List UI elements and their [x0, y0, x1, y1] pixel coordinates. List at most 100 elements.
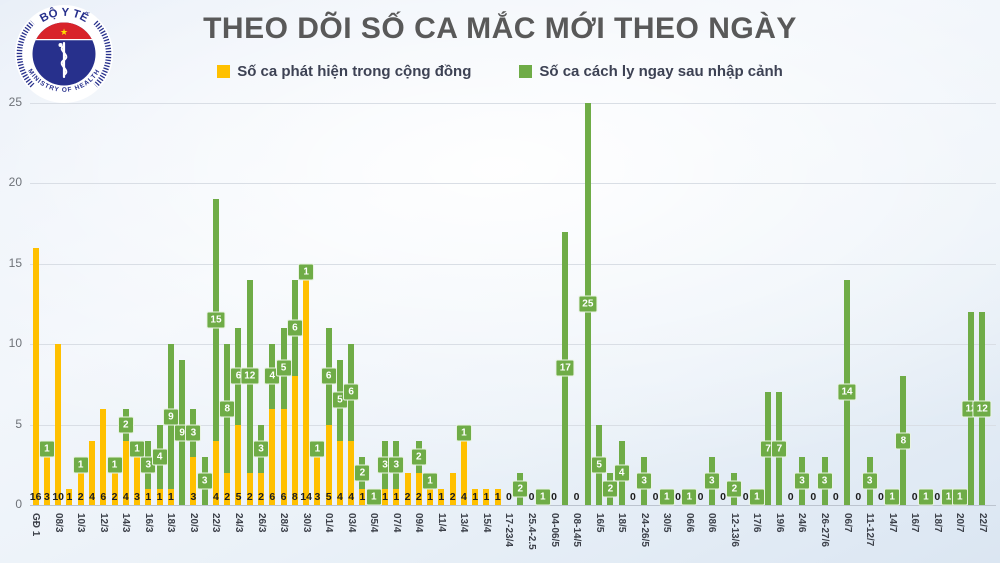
x-tick-label: 17-23/4 — [503, 513, 515, 547]
bar-value-community: 2 — [77, 491, 84, 503]
bar-value-imported: 1 — [106, 456, 123, 474]
bar-value-imported: 3 — [816, 472, 833, 490]
bar-value-imported: 3 — [196, 472, 213, 490]
x-tick-label: 05/4 — [368, 513, 380, 533]
bar-value-community: 0 — [787, 491, 794, 503]
x-tick-label: 04-06/5 — [548, 513, 560, 547]
bar-value-imported: 12 — [972, 400, 992, 418]
logo-snake-head — [58, 43, 63, 47]
bar-segment-community — [303, 279, 310, 505]
bar-segment-community — [111, 472, 118, 505]
bar-segment-community — [427, 488, 434, 505]
gridline — [30, 183, 996, 185]
x-tick-label: 18/3 — [165, 513, 177, 533]
bar-value-community: 0 — [911, 491, 918, 503]
bar-value-imported: 2 — [354, 464, 371, 482]
legend-item-imported: Số ca cách ly ngay sau nhập cảnh — [519, 63, 783, 80]
bar-value-imported: 3 — [388, 456, 405, 474]
bar-segment-community — [404, 472, 411, 505]
x-tick-label: 25.4-2.5 — [526, 513, 537, 550]
x-tick-label: 12/3 — [97, 513, 109, 533]
x-tick-label: 08/6 — [706, 513, 718, 533]
bar-value-imported: 8 — [895, 432, 912, 450]
logo-top-text: BỘ Y TẾ — [38, 6, 91, 25]
bar-value-imported: 3 — [703, 472, 720, 490]
bar-segment-community — [460, 440, 467, 505]
y-axis-label: 0 — [15, 497, 22, 511]
x-tick-label: 30/3 — [300, 513, 312, 533]
bar-value-imported: 1 — [298, 263, 315, 281]
x-tick-label: 24-26/5 — [638, 513, 650, 547]
bar-value-imported: 9 — [162, 408, 179, 426]
bar-segment-community — [134, 456, 141, 505]
x-tick-label: 06/7 — [841, 513, 853, 533]
bar-segment-community — [415, 472, 422, 505]
bar-value-community: 6 — [100, 491, 107, 503]
bar-value-imported: 1 — [951, 488, 968, 506]
bar-value-community: 0 — [810, 491, 817, 503]
imported-series-swatch — [519, 65, 533, 78]
x-tick-label: 20/7 — [954, 513, 966, 533]
bar-segment-community — [336, 440, 343, 505]
logo-snake-icon — [60, 45, 68, 76]
y-axis-label: 20 — [8, 175, 22, 190]
bar-segment-community — [43, 456, 50, 505]
bar-value-community: 14 — [300, 491, 312, 503]
x-tick-label: 08/3 — [52, 513, 64, 533]
bar-segment-community — [100, 408, 107, 505]
bar-segment-community — [224, 472, 231, 505]
bar-value-imported: 6 — [286, 319, 303, 337]
bar-value-imported: 2 — [602, 480, 619, 498]
bar-value-community: 6 — [269, 491, 276, 503]
bar-value-community: 4 — [213, 491, 219, 503]
bar-segment-community — [246, 472, 253, 505]
bar-value-community: 6 — [280, 491, 287, 503]
bar-value-community: 0 — [697, 491, 704, 503]
bar-value-imported: 1 — [422, 472, 439, 490]
bar-value-community: 1 — [438, 491, 445, 503]
bar-segment-community — [348, 440, 355, 505]
bar-segment-community — [66, 488, 73, 505]
bar-value-community: 0 — [675, 491, 681, 503]
bar-value-community: 0 — [742, 491, 749, 503]
bar-value-community: 16 — [29, 491, 42, 503]
bar-value-imported: 6 — [320, 367, 337, 385]
bar-value-community: 5 — [235, 491, 242, 503]
bar-segment-community — [393, 488, 400, 505]
bar-value-imported: 4 — [613, 464, 630, 482]
bar-value-community: 1 — [66, 491, 73, 503]
bar-value-community: 2 — [415, 491, 422, 503]
x-tick-label: 22/7 — [976, 513, 988, 533]
logo-ray-hatching-right — [93, 20, 112, 88]
x-tick-label: 14/7 — [886, 513, 898, 533]
legend-item-community: Số ca phát hiện trong cộng đồng — [217, 63, 471, 80]
bar-segment-community — [359, 488, 366, 505]
x-tick-label: 26-27/6 — [819, 513, 831, 547]
gridline — [30, 424, 996, 426]
bar-value-imported: 3 — [636, 472, 653, 490]
x-tick-label: 09/4 — [413, 513, 425, 533]
x-tick-label: 16/3 — [142, 513, 154, 533]
bar-value-imported: 15 — [206, 311, 226, 329]
bar-value-imported: 1 — [455, 424, 472, 442]
x-tick-label: GĐ 1 — [30, 513, 42, 537]
x-tick-label: 18/7 — [931, 513, 943, 533]
bar-value-imported: 1 — [884, 488, 901, 506]
ministry-of-health-logo: BỘ Y TẾ MINISTRY OF HEALTH ★ — [15, 5, 113, 103]
bar-value-imported: 6 — [343, 383, 360, 401]
x-tick-label: 24/6 — [796, 513, 808, 533]
x-tick-label: 14/3 — [120, 513, 132, 533]
bar-value-imported: 1 — [658, 488, 675, 506]
bar-segment-community — [122, 440, 129, 505]
y-axis-label: 10 — [8, 336, 22, 351]
bar-value-community: 4 — [89, 491, 95, 503]
community-series-swatch — [217, 65, 231, 78]
chart-legend: Số ca phát hiện trong cộng đồng Số ca cá… — [130, 63, 870, 80]
bar-value-imported: 2 — [410, 448, 427, 466]
x-tick-label: 19/6 — [773, 513, 785, 533]
x-tick-label: 01/4 — [323, 513, 335, 533]
gridline — [30, 103, 996, 104]
x-tick-label: 08-14/5 — [571, 513, 583, 547]
